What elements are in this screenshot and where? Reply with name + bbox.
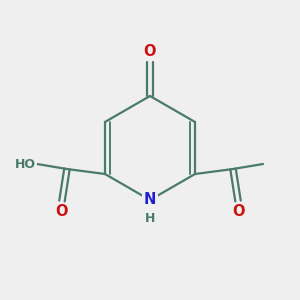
Text: N: N [144,193,156,208]
Text: H: H [145,212,155,224]
Text: HO: HO [14,158,35,170]
Text: O: O [144,44,156,59]
Text: O: O [232,205,244,220]
Text: O: O [56,205,68,220]
